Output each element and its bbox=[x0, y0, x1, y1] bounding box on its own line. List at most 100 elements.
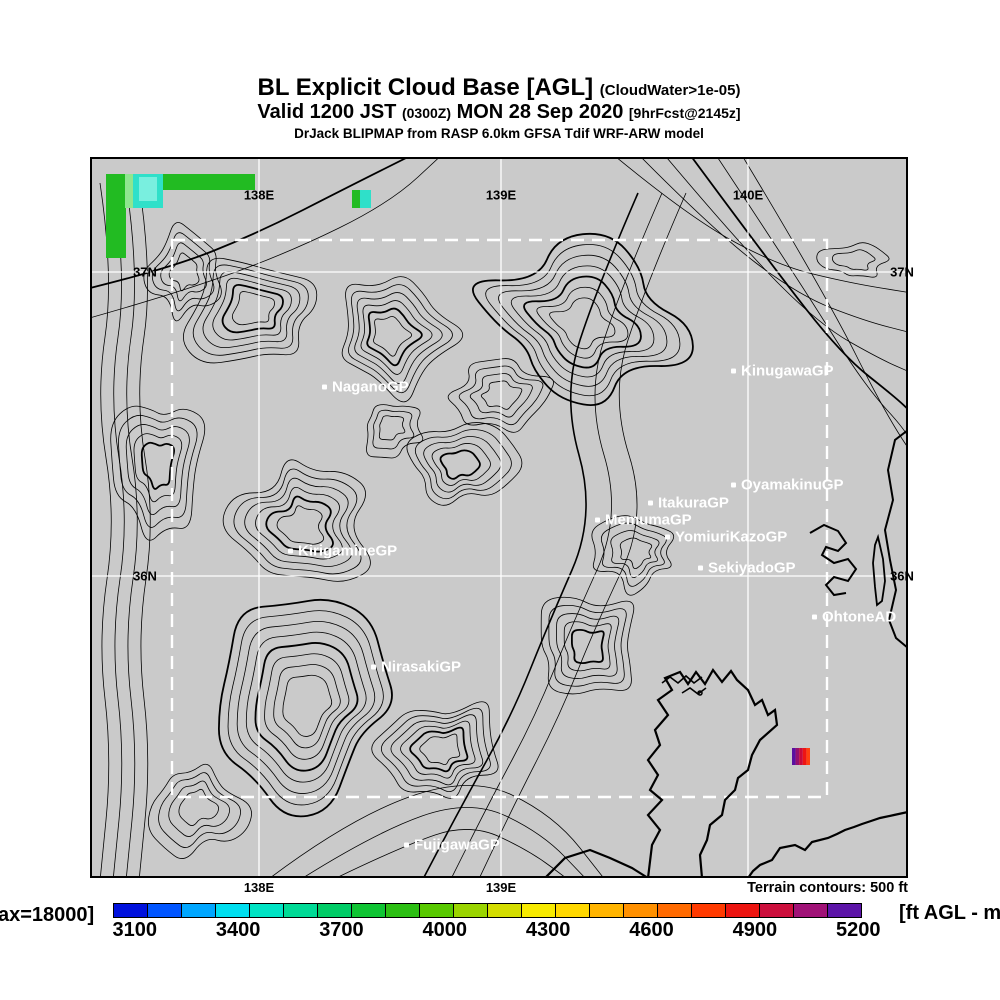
station-dot-icon bbox=[288, 548, 293, 554]
colorbar-tick-4900: 4900 bbox=[732, 919, 778, 941]
station-dot-icon bbox=[371, 664, 376, 670]
colorbar bbox=[113, 903, 862, 918]
colorbar-segment bbox=[148, 904, 182, 917]
station-label: NaganoGP bbox=[332, 378, 409, 396]
colorbar-segment bbox=[182, 904, 216, 917]
station-marker-fujigawagp: FujigawaGP bbox=[404, 838, 500, 853]
station-dot-icon bbox=[404, 842, 409, 848]
graticule bbox=[90, 157, 908, 878]
station-marker-nirasakigp: NirasakiGP bbox=[371, 660, 461, 675]
colorbar-segment bbox=[828, 904, 861, 917]
colorbar-segment bbox=[624, 904, 658, 917]
cloud-patch bbox=[792, 748, 796, 765]
station-dot-icon bbox=[698, 565, 703, 571]
colorbar-segment bbox=[760, 904, 794, 917]
colorbar-max-label: ax=18000] bbox=[0, 904, 95, 926]
coastline bbox=[544, 429, 908, 878]
colorbar-tick-4600: 4600 bbox=[629, 919, 674, 941]
cloud-patch bbox=[360, 190, 371, 208]
station-marker-kirigaminegp: KirigamineGP bbox=[288, 544, 397, 559]
valid-date: MON 28 Sep 2020 bbox=[456, 101, 624, 123]
cloud-patch bbox=[799, 748, 803, 765]
colorbar-tick-3700: 3700 bbox=[319, 919, 364, 941]
parallel-label-right-36N: 36N bbox=[890, 568, 914, 584]
station-label: FujigawaGP bbox=[414, 836, 500, 854]
colorbar-tick-5200: 5200 bbox=[836, 919, 881, 941]
colorbar-segment bbox=[216, 904, 250, 917]
station-label: SekiyadoGP bbox=[708, 559, 796, 577]
meridian-label-bottom-138E: 138E bbox=[243, 880, 275, 895]
map-canvas bbox=[90, 157, 908, 878]
cloud-patches bbox=[106, 174, 810, 765]
cloud-patch bbox=[139, 177, 157, 201]
page-title-main: BL Explicit Cloud Base [AGL] bbox=[257, 74, 594, 101]
colorbar-segment bbox=[386, 904, 420, 917]
station-dot-icon bbox=[731, 482, 736, 488]
parallel-label-right-37N: 37N bbox=[890, 264, 914, 280]
colorbar-segment bbox=[488, 904, 522, 917]
model-info: DrJack BLIPMAP from RASP 6.0km GFSA Tdif… bbox=[294, 126, 704, 141]
station-marker-yomiurikazogp: YomiuriKazoGP bbox=[665, 530, 787, 545]
parallel-label-left-36N: 36N bbox=[133, 568, 157, 584]
station-label: OyamakinuGP bbox=[741, 476, 844, 494]
station-marker-ohtonead: OhtoneAD bbox=[812, 610, 896, 625]
cloud-patch bbox=[352, 190, 360, 208]
cloud-patch bbox=[106, 174, 126, 258]
inner-domain-box bbox=[170, 238, 829, 799]
colorbar-segment bbox=[794, 904, 828, 917]
colorbar-segment bbox=[284, 904, 318, 917]
colorbar-segment bbox=[692, 904, 726, 917]
station-label: MemumaGP bbox=[605, 511, 692, 529]
terrain-contour-note: Terrain contours: 500 ft bbox=[747, 880, 908, 896]
parallel-label-left-37N: 37N bbox=[133, 264, 157, 280]
station-marker-memumagp: MemumaGP bbox=[595, 513, 692, 528]
cloud-patch bbox=[795, 748, 800, 765]
colorbar-tick-4000: 4000 bbox=[422, 919, 468, 941]
page-title-qualifier: (CloudWater>1e-05) bbox=[599, 82, 741, 99]
station-label: OhtoneAD bbox=[822, 608, 897, 626]
colorbar-segment bbox=[114, 904, 148, 917]
station-dot-icon bbox=[322, 384, 327, 390]
colorbar-tick-3400: 3400 bbox=[215, 919, 261, 941]
colorbar-tick-3100: 3100 bbox=[112, 919, 157, 941]
colorbar-segment bbox=[590, 904, 624, 917]
station-label: YomiuriKazoGP bbox=[675, 528, 788, 546]
station-label: ItakuraGP bbox=[658, 494, 729, 512]
station-marker-kinugawagp: KinugawaGP bbox=[731, 364, 834, 379]
colorbar-segment bbox=[556, 904, 590, 917]
meridian-label-bottom-139E: 139E bbox=[485, 880, 517, 895]
colorbar-segment bbox=[352, 904, 386, 917]
station-marker-oyamakinugp: OyamakinuGP bbox=[731, 478, 844, 493]
valid-time-line: Valid 1200 JST (0300Z) MON 28 Sep 2020 [… bbox=[90, 101, 908, 124]
station-marker-naganogp: NaganoGP bbox=[322, 380, 409, 395]
station-dot-icon bbox=[595, 517, 600, 523]
station-label: KinugawaGP bbox=[741, 362, 834, 380]
cloud-patch bbox=[802, 748, 807, 765]
station-dot-icon bbox=[648, 500, 653, 506]
station-label: KirigamineGP bbox=[298, 542, 398, 560]
page-title: BL Explicit Cloud Base [AGL] (CloudWater… bbox=[90, 74, 908, 102]
map-background bbox=[90, 157, 908, 878]
meridian-label-top-138E: 138E bbox=[243, 187, 275, 203]
meridian-label-top-140E: 140E bbox=[732, 187, 764, 203]
station-dot-icon bbox=[731, 368, 736, 374]
colorbar-segment bbox=[658, 904, 692, 917]
valid-utc: (0300Z) bbox=[401, 105, 451, 121]
cloud-patch bbox=[806, 748, 810, 765]
station-label: NirasakiGP bbox=[381, 658, 462, 676]
station-dot-icon bbox=[665, 534, 670, 540]
meridian-label-top-139E: 139E bbox=[485, 187, 517, 203]
station-dot-icon bbox=[812, 614, 817, 620]
valid-time: Valid 1200 JST bbox=[257, 101, 397, 123]
forecast-tag: [9hrFcst@2145z] bbox=[628, 105, 741, 121]
colorbar-units-label: [ft AGL - m bbox=[899, 902, 1000, 924]
colorbar-segment bbox=[726, 904, 760, 917]
colorbar-segment bbox=[454, 904, 488, 917]
cloud-patch bbox=[125, 174, 133, 208]
station-marker-sekiyadogp: SekiyadoGP bbox=[698, 561, 796, 576]
map-frame bbox=[90, 157, 908, 878]
colorbar-segment bbox=[522, 904, 556, 917]
weather-map: NaganoGP KinugawaGP OyamakinuGP ItakuraGP Me… bbox=[90, 157, 914, 878]
colorbar-segment bbox=[318, 904, 352, 917]
colorbar-segment bbox=[420, 904, 454, 917]
